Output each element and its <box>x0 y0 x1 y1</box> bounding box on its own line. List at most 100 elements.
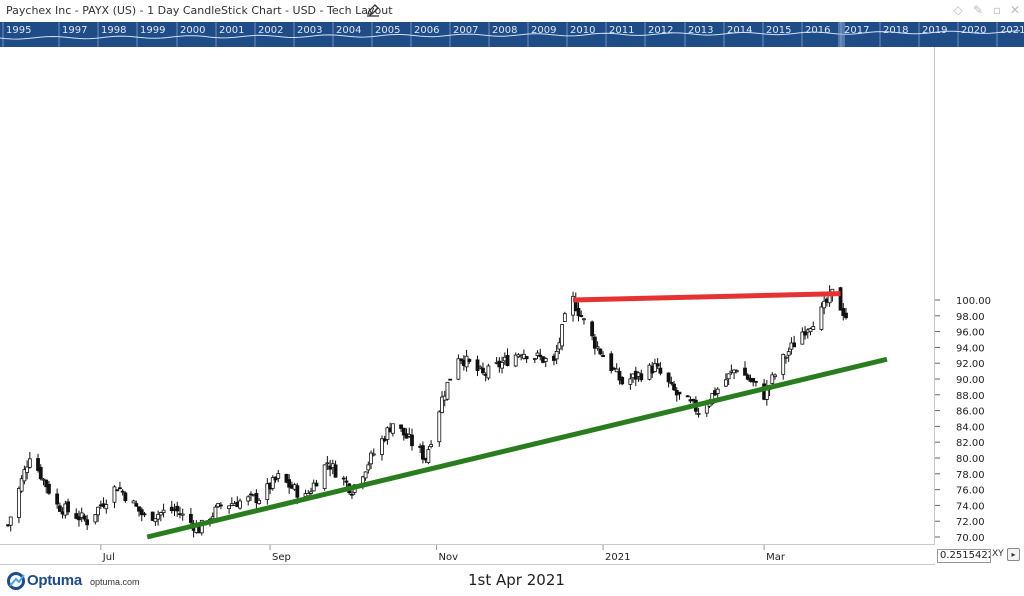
candle-body <box>773 374 777 377</box>
candle-body <box>123 492 128 502</box>
y-tick-label: 92.00 <box>956 359 985 370</box>
y-tick-label: 82.00 <box>956 438 985 449</box>
value-readout[interactable]: 0.2515422 <box>937 549 991 563</box>
pencil-icon[interactable] <box>366 3 380 17</box>
candle-body <box>639 373 644 381</box>
diamond-icon[interactable]: ◇ <box>953 3 963 17</box>
candle-body <box>41 478 46 481</box>
candle-body <box>371 453 376 456</box>
support-trendline <box>146 356 888 540</box>
candle-body <box>120 490 125 493</box>
y-tick-label: 70.00 <box>956 533 985 544</box>
y-tick-label: 90.00 <box>956 375 985 386</box>
overview-year-label: 2008 <box>492 25 517 36</box>
candle-body <box>238 500 242 509</box>
candle-body <box>276 473 281 479</box>
y-tick-label: 86.00 <box>956 407 985 418</box>
candle-body <box>314 482 319 487</box>
candle-body <box>36 458 40 471</box>
overview-year-label: 2019 <box>922 25 947 36</box>
candle-body <box>38 467 43 480</box>
candle-body <box>19 478 24 492</box>
collapse-icon[interactable]: ▸ <box>1007 548 1020 561</box>
overview-year-label: 2012 <box>648 25 673 36</box>
candle-body <box>628 378 633 385</box>
candle-body <box>410 434 414 447</box>
close-icon[interactable]: ✕ <box>1009 3 1021 17</box>
candle-body <box>82 515 87 520</box>
candle-body <box>819 306 824 330</box>
candle-body <box>257 499 262 505</box>
overview-year-label: 2021 <box>1000 25 1024 36</box>
overview-year-label: 2003 <box>297 25 322 36</box>
candle-body <box>246 496 251 502</box>
candle-body <box>265 483 270 500</box>
candle-body <box>350 493 354 496</box>
plot-area[interactable] <box>0 47 935 544</box>
optuma-logo-icon <box>7 572 25 590</box>
candle-body <box>562 313 567 322</box>
candle-body <box>792 342 797 348</box>
candle-body <box>219 504 223 507</box>
candle-body <box>112 486 117 503</box>
overview-year-label: 2002 <box>258 25 283 36</box>
candle-body <box>538 354 543 357</box>
y-tick-label: 84.00 <box>956 422 985 433</box>
candle-body <box>486 365 491 379</box>
candle-body <box>770 374 775 384</box>
candle-body <box>44 479 49 488</box>
overview-year-label: 2004 <box>336 25 361 36</box>
candle-body <box>8 516 13 526</box>
candle-body <box>808 328 813 333</box>
x-axis[interactable]: Jul Sep Nov 2021 Mar <box>0 544 935 565</box>
candle-body <box>57 505 62 512</box>
candle-body <box>134 503 139 507</box>
candle-body <box>786 351 791 356</box>
overview-strip[interactable]: 1995 1997 1998 1999 2000 2001 2002 2003 2004 2005… <box>0 22 1024 47</box>
candle-body <box>306 493 311 497</box>
y-tick-label: 78.00 <box>956 470 985 481</box>
brand-url[interactable]: optuma.com <box>90 577 140 587</box>
candle-body <box>311 482 316 492</box>
brand-name: Optuma <box>27 572 82 589</box>
candle-body <box>150 511 155 521</box>
candle-body <box>85 519 90 526</box>
candle-body <box>380 438 384 455</box>
candle-body <box>669 382 674 384</box>
candle-body <box>156 514 161 520</box>
candle-body <box>66 501 70 513</box>
candle-body <box>524 356 529 360</box>
candle-body <box>55 493 60 505</box>
overview-year-label: 2015 <box>766 25 791 36</box>
candle-body <box>609 353 614 371</box>
x-axis-svg: Jul Sep Nov 2021 Mar <box>100 545 786 563</box>
candle-body <box>153 517 158 523</box>
candle-body <box>401 427 406 436</box>
overview-year-label: 2005 <box>375 25 400 36</box>
candle-body <box>478 366 483 369</box>
candle-body <box>369 452 373 465</box>
candle-body <box>653 363 657 372</box>
overview-svg: 1995 1997 1998 1999 2000 2001 2002 2003 2004 2005… <box>0 22 1024 47</box>
pin-icon[interactable]: ✎ <box>972 3 984 17</box>
candle-body <box>554 350 559 360</box>
y-tick-label: 88.00 <box>956 391 985 402</box>
candle-body <box>475 359 480 371</box>
candle-body <box>158 512 163 516</box>
xy-toggle-button[interactable]: XY <box>992 549 1004 559</box>
expand-icon[interactable]: ▫ <box>992 3 1002 17</box>
candle-body <box>579 315 584 318</box>
candle-body <box>614 368 619 373</box>
x-tick-label: Mar <box>766 552 786 563</box>
candle-body <box>213 506 218 520</box>
candle-body <box>617 371 622 381</box>
candle-body <box>325 462 330 465</box>
candle-body <box>139 509 144 516</box>
candle-body <box>784 356 788 359</box>
candle-body <box>131 500 136 504</box>
candle-body <box>437 411 442 443</box>
y-tick-label: 72.00 <box>956 517 985 528</box>
x-tick-label: Sep <box>272 552 291 563</box>
candle-body <box>47 483 51 494</box>
candle-body <box>505 355 510 366</box>
